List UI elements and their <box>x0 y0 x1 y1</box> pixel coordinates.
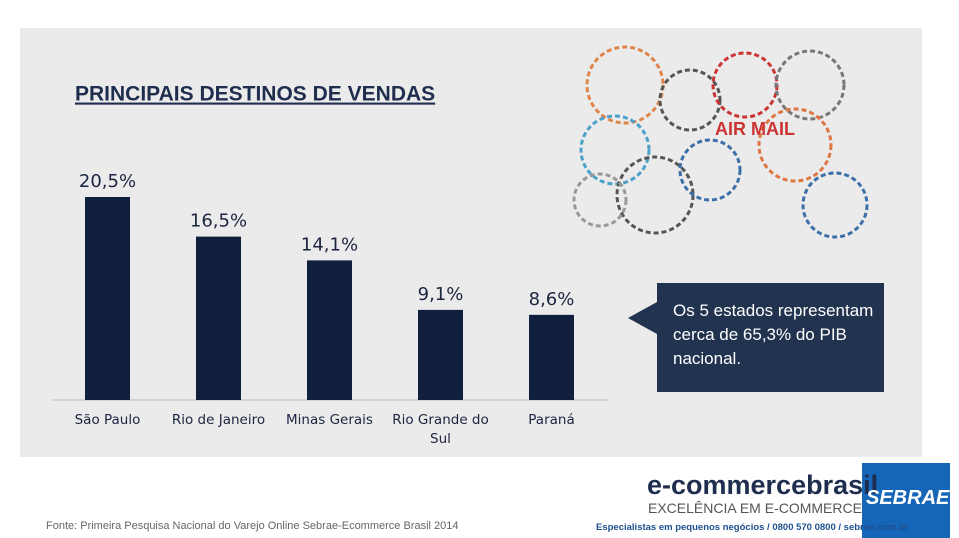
stamp <box>658 68 722 132</box>
value-label: 16,5% <box>190 211 247 232</box>
sebrae-name: SEBRAE <box>866 487 950 509</box>
bar <box>529 314 574 400</box>
stamp <box>711 51 779 119</box>
stamp <box>801 171 869 239</box>
stamp <box>585 45 665 125</box>
x-tick-label: Paraná <box>528 412 575 428</box>
value-label: 14,1% <box>301 234 358 255</box>
bar <box>418 309 463 400</box>
source: Fonte: Primeira Pesquisa Nacional do Var… <box>46 520 459 532</box>
bar <box>85 197 130 400</box>
value-label: 9,1% <box>418 284 464 305</box>
bar <box>196 236 241 400</box>
value-label: 8,6% <box>529 289 575 310</box>
chart-title: PRINCIPAIS DESTINOS DE VENDAS <box>75 83 435 106</box>
callout-pointer <box>628 302 657 334</box>
bar <box>307 260 352 400</box>
x-tick-label: São Paulo <box>74 412 141 428</box>
stamp <box>572 172 628 228</box>
x-tick-label: Rio Grande do Sul <box>392 412 489 447</box>
callout: Os 5 estados representam cerca de 65,3% … <box>657 283 884 392</box>
value-label: 20,5% <box>79 171 136 192</box>
contact: Especialistas em pequenos negócios / 080… <box>596 522 909 533</box>
sebrae-logo <box>862 463 950 538</box>
stamp <box>615 155 695 235</box>
logo-name: e-commercebrasil <box>647 470 879 500</box>
stamp <box>579 114 651 186</box>
logo-tagline: EXCELÊNCIA EM E-COMMERCE <box>648 500 862 516</box>
stamp <box>678 138 742 202</box>
x-tick-label: Rio de Janeiro <box>171 412 266 428</box>
stamp <box>774 49 846 121</box>
stamp <box>757 107 833 183</box>
stamps: AIR MAIL <box>572 45 869 239</box>
stamp-text: AIR MAIL <box>715 119 795 139</box>
x-tick-label: Minas Gerais <box>286 412 373 428</box>
